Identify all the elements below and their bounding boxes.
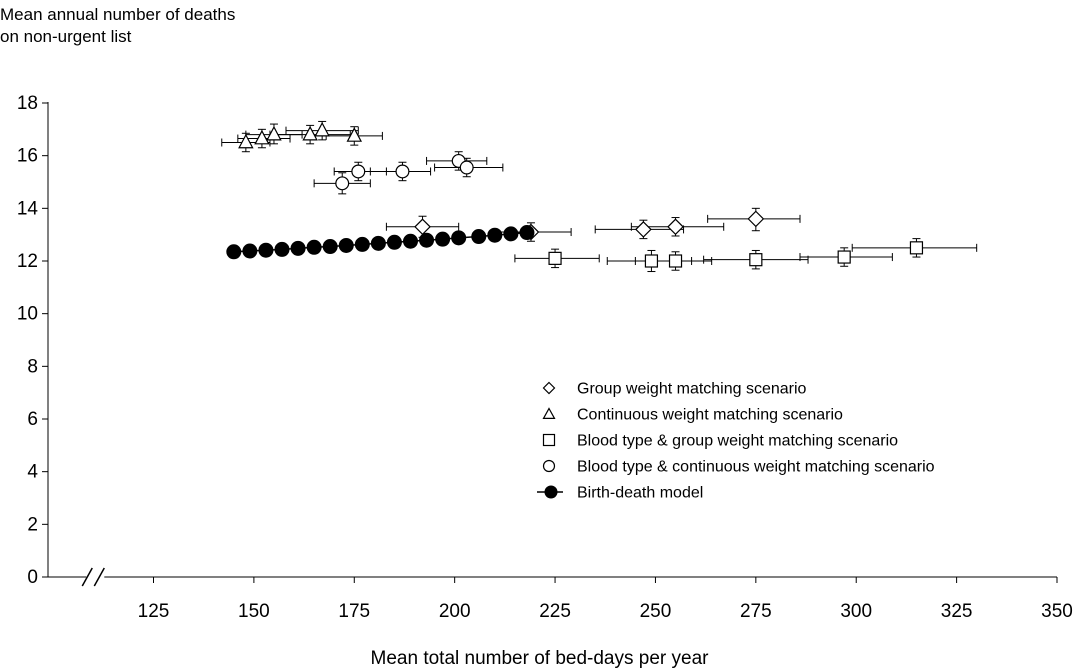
square-point	[644, 254, 659, 268]
diamond-icon	[542, 381, 556, 395]
y-axis-label-line-2: on non-urgent list	[0, 27, 132, 46]
legend-marker-square	[542, 433, 556, 447]
x-tick-label: 300	[840, 601, 872, 622]
diamond-point	[414, 218, 431, 236]
legend-label: Continuous weight matching scenario	[577, 407, 843, 424]
birth-death-point	[306, 239, 322, 255]
legend-label: Blood type & continuous weight matching …	[577, 459, 935, 476]
birth-death-point	[242, 243, 258, 259]
triangle-point	[254, 129, 270, 145]
circle-point	[459, 160, 474, 175]
triangle-point	[238, 133, 254, 149]
triangle-icon	[542, 407, 556, 419]
birth-death-point	[419, 232, 435, 248]
birth-death-point	[471, 229, 487, 245]
square-point	[668, 254, 683, 268]
diamond-point	[635, 221, 652, 238]
y-tick-label: 16	[17, 146, 38, 167]
x-tick-label: 200	[439, 601, 471, 622]
y-tick-label: 0	[27, 567, 38, 588]
circle-icon	[542, 459, 556, 473]
x-tick-label: 150	[238, 601, 270, 622]
birth-death-point	[402, 233, 418, 249]
legend-marker-circle	[542, 459, 556, 473]
x-axis-break-mark	[93, 567, 105, 587]
y-axis-label-line-1: Mean annual number of deaths	[0, 5, 236, 24]
birth-death-point	[519, 225, 535, 241]
y-tick-label: 14	[17, 198, 39, 219]
legend-marker-filled-circle	[544, 485, 558, 499]
birth-death-point	[322, 239, 338, 255]
birth-death-point	[370, 235, 386, 251]
square-point	[909, 241, 924, 255]
birth-death-point	[226, 244, 242, 260]
diamond-point	[747, 210, 765, 228]
x-tick-label: 125	[138, 601, 170, 622]
birth-death-point	[338, 237, 354, 253]
legend-label: Group weight matching scenario	[577, 381, 807, 398]
birth-death-point	[274, 241, 290, 257]
y-tick-label: 18	[17, 93, 38, 114]
birth-death-point	[503, 226, 519, 242]
square-point	[837, 250, 851, 264]
triangle-point	[314, 121, 330, 137]
axis-ticks: 0 2 4 6 8 10 12 14 16 18 125 150 175 200 225 250 275 300 3…	[17, 93, 1073, 622]
triangle-point	[266, 125, 282, 141]
x-axis-break-mark	[81, 567, 93, 587]
y-tick-label: 12	[17, 251, 38, 272]
circle-point	[351, 164, 366, 179]
square-icon	[542, 433, 556, 447]
y-tick-label: 10	[17, 304, 38, 325]
x-tick-label: 225	[539, 601, 571, 622]
diamond-point	[667, 218, 684, 236]
legend-marker-diamond	[542, 381, 556, 395]
square-point	[749, 253, 763, 267]
legend-label: Birth-death model	[577, 485, 703, 502]
birth-death-point	[354, 236, 370, 252]
legend: Group weight matching scenario Continuous…	[537, 381, 935, 502]
birth-death-point	[258, 242, 274, 258]
y-tick-label: 8	[27, 356, 38, 377]
axes	[47, 102, 1057, 587]
x-tick-label: 275	[740, 601, 772, 622]
x-tick-label: 175	[338, 601, 370, 622]
birth-death-point	[290, 240, 306, 256]
y-tick-label: 4	[27, 462, 38, 483]
birth-death-point	[487, 227, 503, 243]
y-tick-label: 2	[27, 514, 38, 535]
y-tick-label: 6	[27, 409, 38, 430]
x-tick-label: 350	[1041, 601, 1073, 622]
legend-marker-triangle	[542, 407, 556, 419]
triangle-point	[346, 127, 363, 142]
triangle-point	[302, 125, 318, 141]
birth-death-point	[386, 234, 402, 250]
birth-death-point	[435, 231, 451, 247]
x-axis-label: Mean total number of bed-days per year	[370, 648, 709, 669]
circle-point	[395, 164, 410, 179]
x-tick-label: 325	[941, 601, 973, 622]
birth-death-point	[451, 230, 467, 246]
legend-label: Blood type & group weight matching scena…	[577, 433, 898, 450]
x-tick-label: 250	[640, 601, 672, 622]
square-point	[548, 251, 562, 265]
data-markers	[226, 121, 924, 268]
circle-point	[335, 176, 350, 191]
